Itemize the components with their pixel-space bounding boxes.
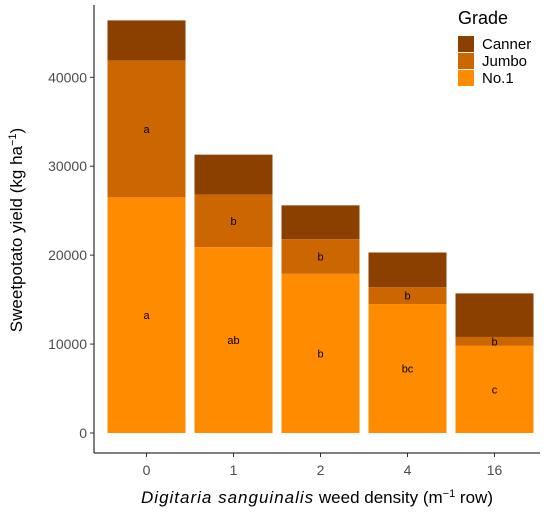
y-axis-title: Sweetpotato yield (kg ha−1) — [7, 128, 26, 332]
bar-no1-4 — [368, 304, 447, 433]
axes-layer: 0 10000 20000 30000 40000 0 1 2 4 16 — [48, 5, 540, 478]
bar-jumbo-0 — [107, 60, 186, 198]
y-tick-label: 30000 — [48, 158, 87, 174]
significance-letter: b — [317, 251, 323, 263]
bar-canner-1 — [194, 154, 273, 195]
significance-letter: c — [492, 384, 498, 396]
significance-letter: b — [404, 291, 410, 303]
y-tick-label: 20000 — [48, 247, 87, 263]
significance-letter: a — [143, 124, 150, 136]
bar-jumbo-2 — [281, 239, 360, 274]
legend-swatch-canner — [458, 36, 474, 52]
x-tick-label: 1 — [230, 462, 238, 478]
bar-canner-16 — [455, 293, 534, 337]
significance-letter: b — [317, 348, 323, 360]
significance-letter: a — [143, 310, 150, 322]
legend-label: Canner — [482, 36, 531, 53]
legend-swatch-no1 — [458, 70, 474, 86]
legend-label: No.1 — [482, 70, 514, 87]
bar-canner-4 — [368, 252, 447, 288]
y-tick-label: 40000 — [48, 69, 87, 85]
x-axis-title: Digitaria sanguinalis weed density (m−1 … — [141, 488, 493, 507]
x-tick-label: 16 — [487, 462, 503, 478]
significance-letter: b — [230, 216, 236, 228]
y-tick-label: 0 — [79, 425, 87, 441]
bar-jumbo-1 — [194, 194, 273, 248]
bar-no1-0 — [107, 197, 186, 433]
bar-canner-0 — [107, 20, 186, 61]
bar-jumbo-4 — [368, 287, 447, 305]
significance-letter: bc — [402, 364, 414, 376]
significance-letter: ab — [227, 335, 239, 347]
y-tick-label: 10000 — [48, 336, 87, 352]
x-tick-label: 4 — [404, 462, 412, 478]
legend-swatch-jumbo — [458, 53, 474, 69]
bar-no1-1 — [194, 247, 273, 433]
bars-layer — [107, 20, 534, 433]
bar-no1-16 — [455, 345, 534, 433]
x-tick-label: 2 — [317, 462, 325, 478]
significance-letter: b — [491, 336, 497, 348]
legend-label: Jumbo — [482, 53, 527, 70]
bar-no1-2 — [281, 273, 360, 433]
bar-canner-2 — [281, 205, 360, 240]
legend-title: Grade — [458, 8, 508, 28]
x-tick-label: 0 — [143, 462, 151, 478]
bar-jumbo-16 — [455, 336, 534, 346]
